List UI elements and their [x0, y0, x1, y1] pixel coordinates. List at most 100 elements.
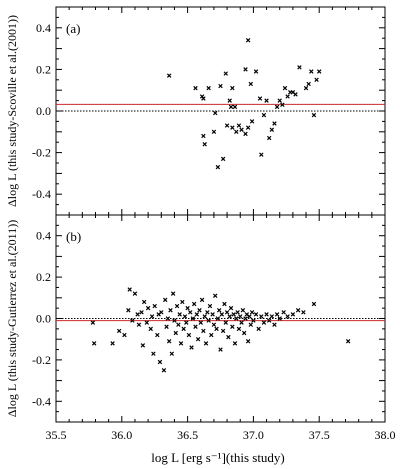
y-tick-label: -0.2	[32, 353, 51, 367]
data-point	[214, 326, 219, 332]
data-point	[269, 127, 275, 132]
data-point	[220, 328, 226, 334]
data-point	[241, 330, 247, 336]
data-point	[213, 293, 218, 298]
data-point	[239, 127, 244, 132]
data-point	[203, 341, 209, 346]
data-point	[181, 326, 186, 332]
data-point	[253, 69, 259, 74]
data-point	[219, 312, 225, 317]
data-point	[91, 341, 97, 346]
data-point	[215, 164, 221, 170]
data-point	[245, 339, 251, 344]
data-point	[261, 320, 267, 325]
data-point	[230, 324, 235, 330]
data-point	[251, 318, 256, 323]
data-point	[201, 133, 206, 139]
data-point	[151, 351, 156, 356]
data-point	[207, 303, 213, 309]
data-point	[303, 85, 309, 91]
data-point	[205, 310, 210, 315]
data-point	[281, 310, 286, 315]
x-tick-label: 37.0	[243, 428, 264, 442]
data-point	[130, 318, 135, 323]
data-point	[218, 347, 223, 352]
y-tick-label: -0.2	[32, 146, 51, 160]
data-point	[306, 81, 311, 87]
data-point	[259, 314, 264, 319]
data-point	[191, 301, 197, 307]
data-point	[245, 38, 251, 43]
data-point	[168, 307, 173, 313]
x-tick-label: 36.0	[111, 428, 132, 442]
data-point	[272, 121, 277, 126]
data-point	[285, 314, 290, 319]
data-point	[228, 104, 234, 110]
data-point	[297, 65, 302, 70]
data-point	[164, 324, 169, 330]
data-point	[135, 312, 140, 317]
data-point	[231, 312, 236, 317]
data-point	[223, 71, 228, 76]
data-point	[266, 318, 272, 323]
data-point	[228, 305, 234, 311]
data-point	[293, 92, 298, 97]
data-point	[253, 312, 259, 317]
panel-label: (a)	[66, 21, 80, 36]
data-point	[235, 310, 240, 315]
data-point	[316, 69, 322, 74]
data-point	[157, 359, 163, 365]
data-point	[195, 336, 201, 342]
y-tick-label: 0.2	[36, 62, 51, 76]
y-axis-label: Δlog L (this study-Gutierrez et al.(2011…	[5, 220, 19, 417]
data-point	[210, 312, 215, 317]
y-tick-label: 0.4	[36, 229, 51, 243]
data-point	[132, 291, 138, 296]
x-tick-label: 37.5	[309, 428, 330, 442]
data-point	[230, 85, 235, 91]
y-tick-label: 0.0	[36, 312, 51, 326]
data-point	[169, 351, 175, 356]
data-point	[232, 104, 238, 110]
data-point	[174, 303, 180, 309]
y-tick-label: 0.0	[36, 104, 51, 118]
data-point	[202, 314, 207, 319]
data-point	[126, 307, 131, 313]
data-point	[240, 307, 246, 313]
data-point	[259, 152, 264, 157]
data-point	[186, 332, 192, 338]
x-tick-label: 36.5	[177, 428, 198, 442]
data-point	[220, 156, 226, 162]
data-point	[272, 322, 277, 327]
data-point	[234, 129, 239, 135]
data-point	[193, 324, 198, 330]
data-point	[148, 326, 153, 332]
data-point	[122, 332, 127, 338]
data-point	[177, 312, 182, 317]
data-point	[269, 314, 275, 319]
data-point	[249, 119, 255, 124]
data-point	[277, 316, 282, 321]
data-point	[90, 320, 96, 325]
data-point	[166, 73, 172, 78]
data-point	[266, 135, 272, 141]
data-point	[257, 96, 263, 101]
data-point	[211, 322, 217, 327]
y-tick-label: 0.2	[36, 270, 51, 284]
data-point	[176, 322, 181, 327]
data-point	[213, 110, 218, 116]
data-point	[295, 307, 301, 313]
data-point	[311, 112, 317, 118]
data-point	[201, 96, 206, 101]
data-point	[234, 316, 239, 321]
data-point	[166, 339, 172, 344]
data-point	[127, 287, 132, 292]
data-point	[224, 310, 230, 315]
data-point	[282, 85, 288, 91]
data-point	[152, 303, 157, 309]
data-point	[248, 81, 253, 87]
data-point	[223, 320, 228, 325]
data-point	[188, 310, 193, 315]
data-point	[261, 112, 267, 118]
data-point	[170, 291, 176, 296]
